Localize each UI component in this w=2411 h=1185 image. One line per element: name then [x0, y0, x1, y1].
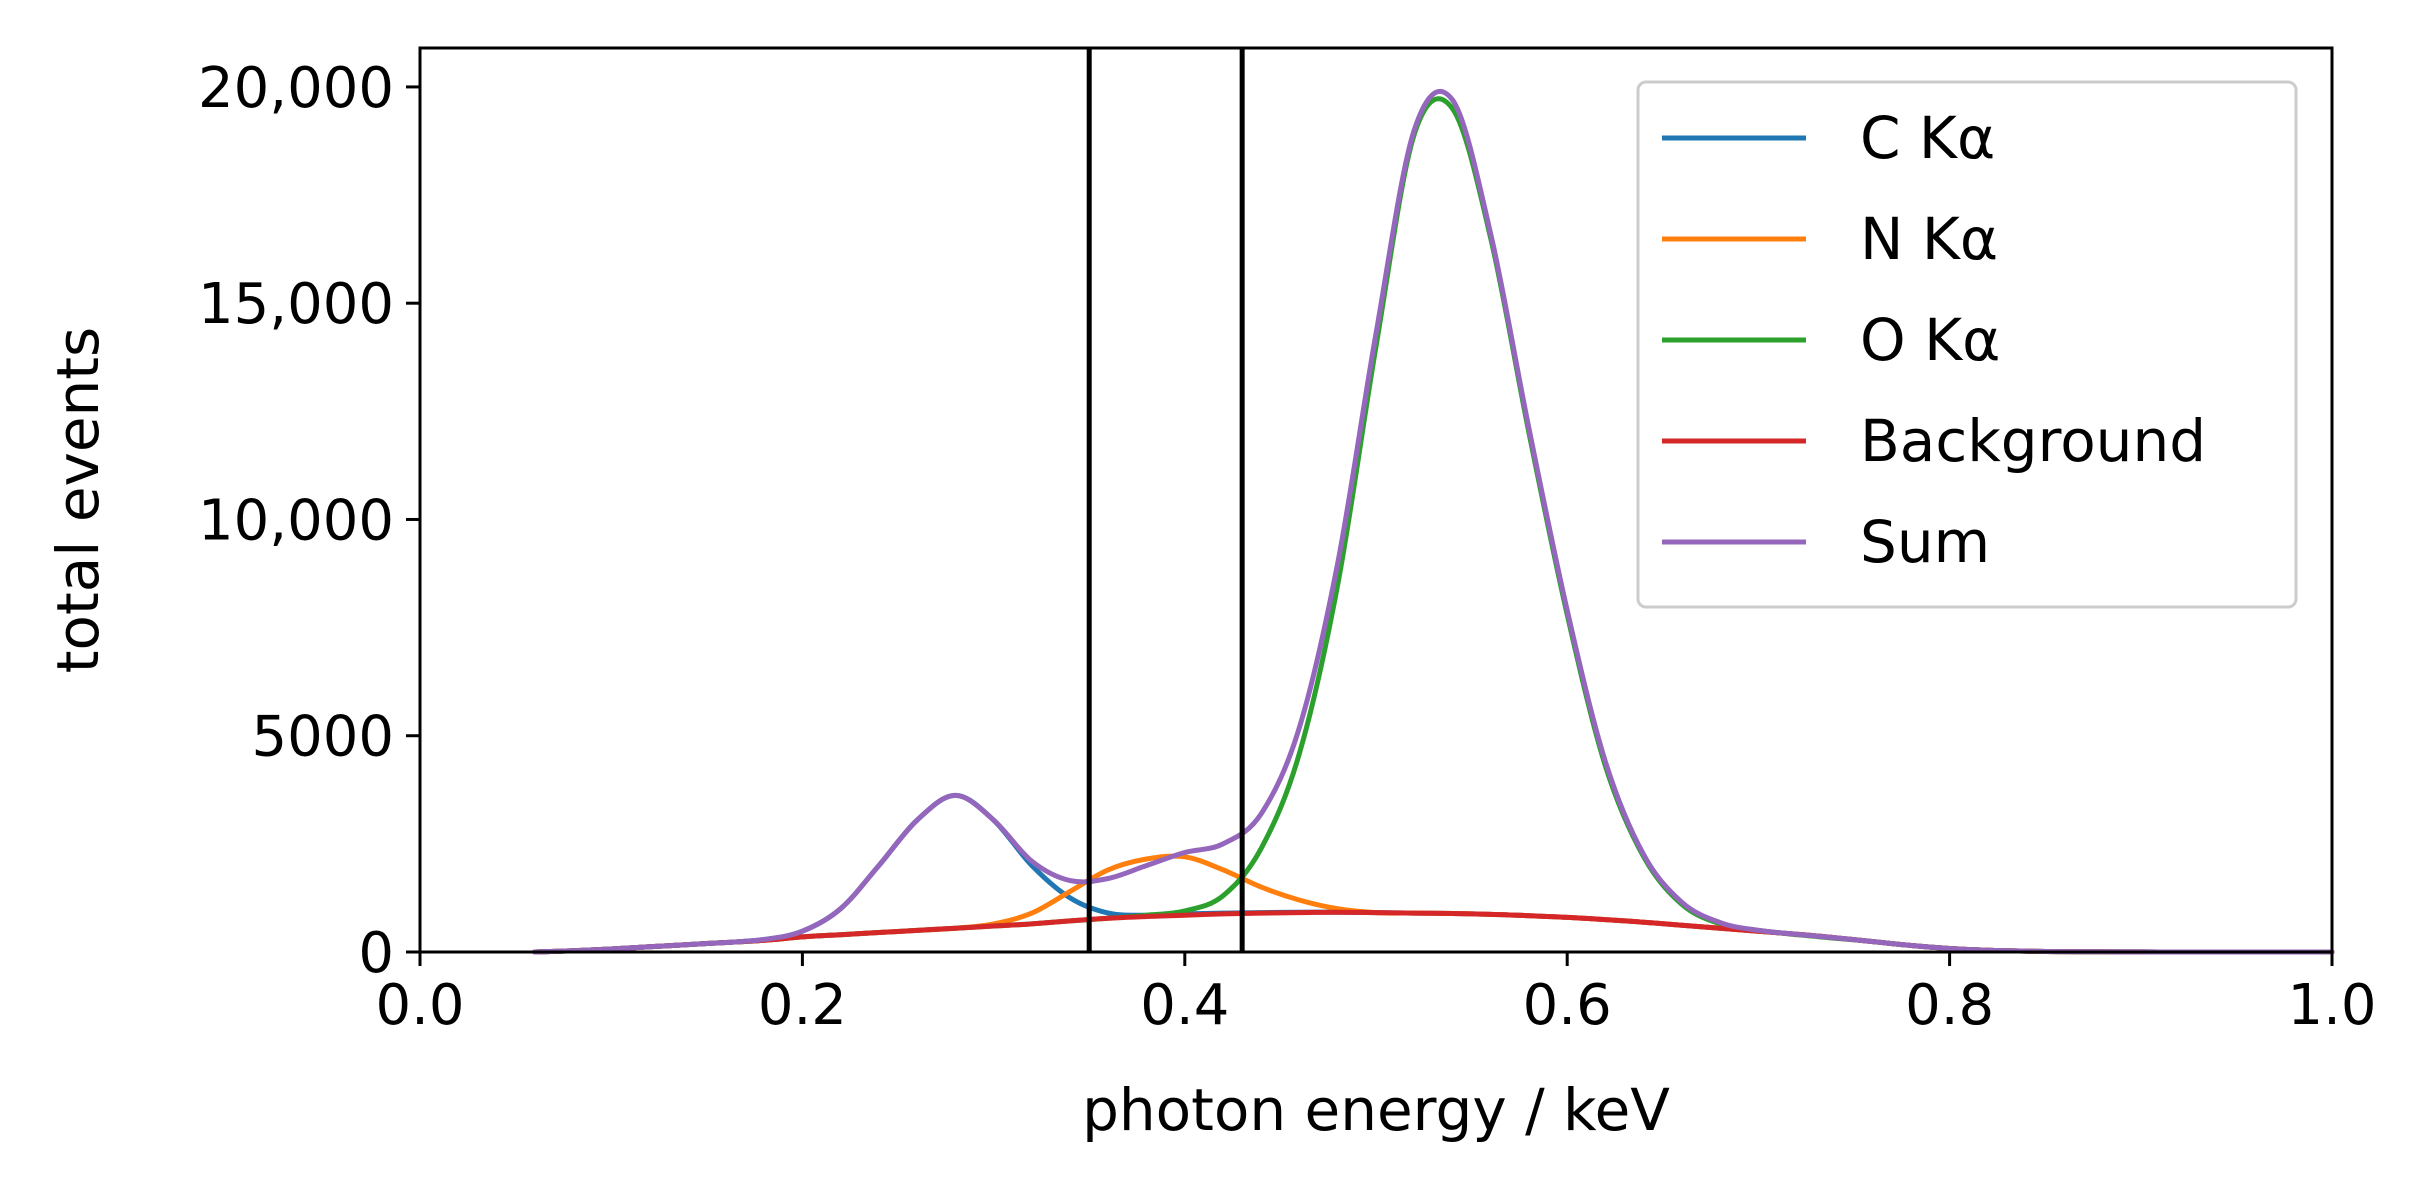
x-tick-label: 0.0	[375, 973, 464, 1038]
x-tick-label: 1.0	[2287, 973, 2376, 1038]
y-tick-label: 5000	[251, 705, 394, 770]
legend-label-background: Background	[1860, 407, 2206, 475]
y-axis-label: total events	[44, 327, 112, 673]
legend: C Kα N Kα O Kα Background Sum	[1636, 80, 2298, 609]
y-axis-ticks: 0 5000 10,000 15,000 20,000	[198, 56, 420, 986]
plot-frame	[418, 46, 2334, 954]
x-axis-label: photon energy / keV	[1082, 1076, 1670, 1144]
y-tick-label: 20,000	[198, 56, 394, 121]
legend-label-o-k: O Kα	[1860, 306, 2000, 374]
legend-label-sum: Sum	[1860, 508, 1990, 576]
x-tick-label: 0.4	[1140, 973, 1229, 1038]
y-tick-label: 0	[358, 921, 394, 986]
x-axis-ticks: 0.0 0.2 0.4 0.6 0.8 1.0	[375, 952, 2377, 1038]
x-tick-label: 0.2	[758, 973, 847, 1038]
legend-label-n-k: N Kα	[1860, 205, 1998, 273]
legend-label-c-k: C Kα	[1860, 104, 1995, 172]
x-tick-label: 0.8	[1905, 973, 1994, 1038]
y-tick-label: 15,000	[198, 272, 394, 337]
y-tick-label: 10,000	[198, 488, 394, 553]
vertical-lines	[1086, 48, 1245, 952]
x-tick-label: 0.6	[1523, 973, 1612, 1038]
legend-box	[1636, 80, 2298, 609]
